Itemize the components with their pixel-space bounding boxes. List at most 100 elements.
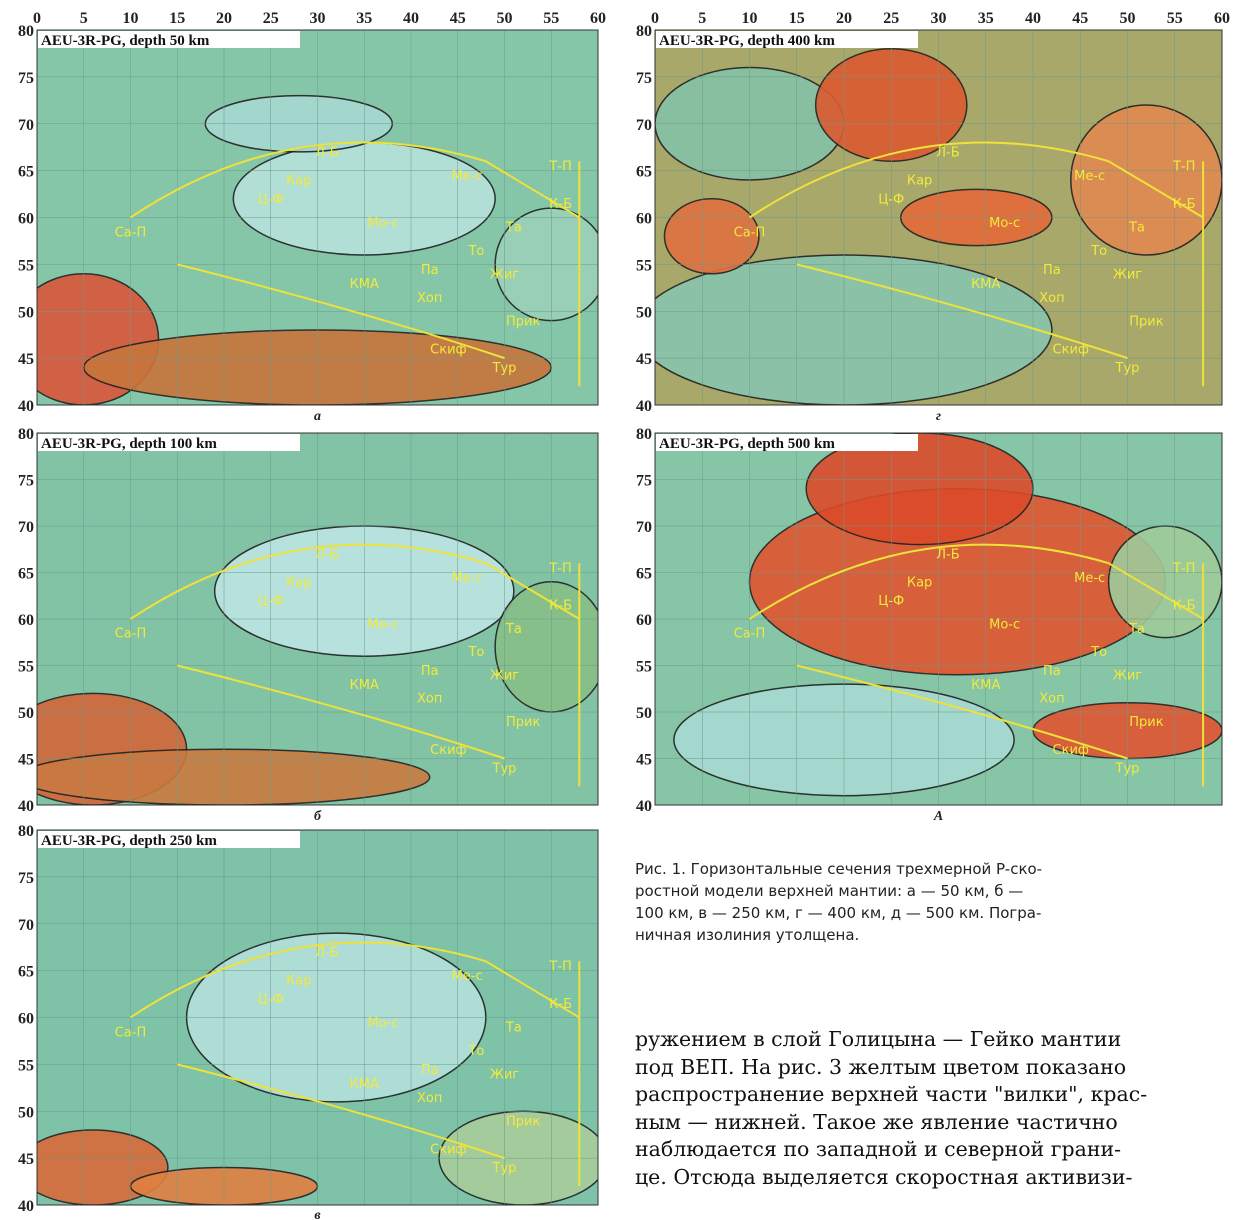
x-tick-label: 60 [1214, 10, 1230, 27]
y-tick-label: 40 [18, 1198, 34, 1215]
y-tick-label: 55 [636, 257, 652, 274]
y-tick-label: 65 [636, 164, 652, 181]
y-tick-label: 50 [18, 304, 34, 321]
x-tick-label: 20 [216, 10, 232, 27]
map-area: Т-ПК-БМе-сТаТоЖигПрикТурСкифПаХопКМАЛ-БК… [636, 30, 1222, 405]
region-label: Кар [286, 174, 311, 189]
region-label: Прик [506, 1114, 540, 1129]
region-label: Хоп [1039, 692, 1064, 707]
region-label: Са-П [115, 1025, 147, 1040]
y-tick-label: 75 [636, 70, 652, 87]
region-label: Са-П [115, 627, 147, 642]
text-line: Рис. 1. Горизонтальные сечения трехмерно… [635, 858, 1225, 880]
x-tick-label: 45 [1072, 10, 1088, 27]
x-tick-label: 30 [931, 10, 947, 27]
region-label: Тур [1115, 761, 1140, 776]
y-tick-label: 75 [18, 870, 34, 887]
y-tick-label: 50 [18, 1104, 34, 1121]
y-tick-label: 75 [18, 473, 34, 490]
region-label: Т-П [548, 960, 571, 975]
region-label: КМА [350, 1077, 379, 1092]
region-label: Прик [1129, 314, 1163, 329]
region-label: К-Б [549, 197, 572, 212]
y-tick-label: 60 [636, 612, 652, 629]
x-tick-label: 55 [1167, 10, 1183, 27]
panel-letter: г [936, 409, 941, 424]
panel-letter: б [314, 809, 322, 824]
x-tick-label: 25 [883, 10, 899, 27]
x-tick-label: 40 [403, 10, 419, 27]
y-tick-label: 75 [18, 70, 34, 87]
y-tick-label: 50 [636, 304, 652, 321]
region-label: То [467, 244, 484, 259]
region-label: То [467, 1044, 484, 1059]
region-label: Ц-Ф [258, 192, 284, 207]
panel-letter: А [933, 809, 943, 824]
region-label: Мо-с [367, 216, 398, 231]
text-line: наблюдается по западной и северной грани… [635, 1136, 1230, 1164]
region-label: Жиг [490, 267, 519, 282]
panel-title: AEU-3R-PG, depth 500 km [659, 436, 835, 452]
region-label: Кар [286, 974, 311, 989]
x-tick-label: 10 [742, 10, 758, 27]
y-tick-label: 70 [636, 519, 652, 536]
map-area: Т-ПК-БМе-сТаТоЖигПрикТурСкифПаХопКМАЛ-БК… [0, 433, 607, 805]
x-tick-label: 50 [1120, 10, 1136, 27]
region-label: Ц-Ф [878, 594, 904, 609]
region-label: Жиг [490, 668, 519, 683]
y-tick-label: 45 [18, 351, 34, 368]
map-panel: Т-ПК-БМе-сТаТоЖигПрикТурСкифПаХопКМАЛ-БК… [636, 426, 1222, 824]
region-label: То [1090, 645, 1107, 660]
y-tick-label: 40 [636, 398, 652, 415]
region-label: Па [1043, 664, 1061, 679]
region-label: КМА [971, 277, 1000, 292]
region-label: Прик [506, 314, 540, 329]
region-label: Са-П [734, 627, 766, 642]
region-label: То [1090, 244, 1107, 259]
region-label: К-Б [549, 599, 572, 614]
y-tick-label: 55 [18, 257, 34, 274]
region-label: Ме-с [452, 969, 483, 984]
region-label: Т-П [1172, 160, 1195, 175]
y-tick-label: 45 [18, 752, 34, 769]
region-label: Мо-с [989, 617, 1020, 632]
region-label: Мо-с [367, 617, 398, 632]
panel-title: AEU-3R-PG, depth 50 km [41, 33, 210, 49]
text-line: ружением в слой Голицына — Гейко мантии [635, 1026, 1230, 1054]
region-label: Ме-с [1074, 169, 1105, 184]
region-label: Мо-с [989, 216, 1020, 231]
x-tick-label: 50 [497, 10, 513, 27]
page: Т-ПК-БМе-сТаТоЖигПрикТурСкифПаХопКМАЛ-БК… [0, 0, 1234, 1220]
region-label: То [467, 645, 484, 660]
y-tick-label: 80 [636, 426, 652, 443]
region-label: Скиф [430, 743, 467, 758]
x-tick-label: 10 [123, 10, 139, 27]
region-label: Т-П [548, 160, 571, 175]
map-panel: Т-ПК-БМе-сТаТоЖигПрикТурСкифПаХопКМАЛ-БК… [0, 426, 607, 824]
y-tick-label: 55 [636, 659, 652, 676]
x-tick-label: 30 [310, 10, 326, 27]
x-tick-label: 0 [33, 10, 41, 27]
region-label: Ме-с [452, 169, 483, 184]
x-tick-label: 0 [651, 10, 659, 27]
y-tick-label: 70 [18, 519, 34, 536]
x-tick-label: 40 [1025, 10, 1041, 27]
y-tick-label: 70 [18, 117, 34, 134]
y-tick-label: 55 [18, 1057, 34, 1074]
map-area: Т-ПК-БМе-сТаТоЖигПрикТурСкифПаХопКМАЛ-БК… [18, 830, 607, 1205]
map-panel: Т-ПК-БМе-сТаТоЖигПрикТурСкифПаХопКМАЛ-БК… [636, 10, 1230, 424]
x-tick-label: 35 [356, 10, 372, 27]
velocity-anomaly [1109, 526, 1222, 638]
y-tick-label: 45 [636, 351, 652, 368]
region-label: КМА [350, 678, 379, 693]
map-area: Т-ПК-БМе-сТаТоЖигПрикТурСкифПаХопКМАЛ-БК… [9, 30, 607, 405]
x-tick-label: 55 [543, 10, 559, 27]
region-label: Л-Б [936, 146, 959, 161]
region-label: Па [421, 1063, 439, 1078]
region-label: Хоп [1039, 291, 1064, 306]
x-tick-label: 5 [80, 10, 88, 27]
y-tick-label: 40 [18, 798, 34, 815]
region-label: Кар [907, 575, 932, 590]
region-label: Кар [286, 575, 311, 590]
map-area: Т-ПК-БМе-сТаТоЖигПрикТурСкифПаХопКМАЛ-БК… [655, 433, 1222, 805]
